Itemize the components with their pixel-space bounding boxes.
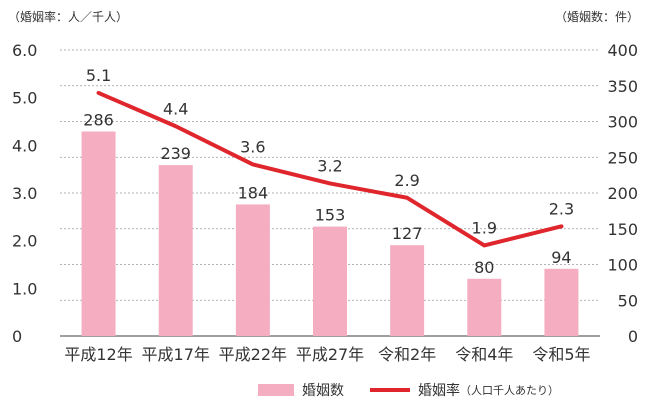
right-tick-label: 400 bbox=[607, 41, 638, 60]
x-tick-label: 平成27年 bbox=[296, 345, 364, 364]
bar-value-label: 127 bbox=[392, 224, 423, 243]
rate-value-label: 3.6 bbox=[240, 137, 265, 156]
right-tick-label: 50 bbox=[618, 291, 638, 310]
right-axis-ticks: 0 50 100 150 200 250 300 350 400 bbox=[607, 41, 638, 346]
right-tick-label: 100 bbox=[607, 256, 638, 275]
bar-3 bbox=[235, 204, 270, 336]
bar-value-label: 80 bbox=[474, 258, 494, 277]
bar-value-label: 239 bbox=[160, 144, 191, 163]
bar-value-label: 153 bbox=[315, 206, 346, 225]
x-tick-label: 令和2年 bbox=[378, 345, 436, 364]
bar-1 bbox=[81, 131, 116, 336]
left-tick-label: 6.0 bbox=[12, 41, 37, 60]
rate-value-label: 2.9 bbox=[394, 171, 419, 190]
legend-swatch-line bbox=[370, 388, 410, 392]
x-axis-ticks: 平成12年 平成17年 平成22年 平成27年 令和2年 令和4年 令和5年 bbox=[64, 345, 590, 364]
bar-4 bbox=[313, 226, 347, 336]
bar-value-label: 94 bbox=[551, 248, 571, 267]
x-tick-label: 令和4年 bbox=[455, 345, 513, 364]
rate-value-label: 1.9 bbox=[472, 218, 497, 237]
bar-value-label: 286 bbox=[83, 111, 114, 130]
bar-value-label: 184 bbox=[238, 183, 269, 202]
x-tick-label: 平成22年 bbox=[219, 345, 287, 364]
legend-item-bar: 婚姻数 bbox=[258, 380, 344, 400]
right-tick-label: 150 bbox=[607, 220, 638, 239]
right-tick-label: 250 bbox=[607, 148, 638, 167]
left-tick-label: 4.0 bbox=[12, 136, 37, 155]
line-series bbox=[96, 90, 564, 248]
x-tick-label: 平成17年 bbox=[142, 345, 210, 364]
bar-5 bbox=[390, 245, 425, 336]
bar-7 bbox=[544, 268, 579, 336]
left-tick-label: 1.0 bbox=[12, 279, 37, 298]
legend-swatch-bar bbox=[258, 384, 294, 396]
left-axis-ticks: 0 1.0 2.0 3.0 4.0 5.0 6.0 bbox=[12, 41, 37, 346]
legend-line-note: （人口千人あたり） bbox=[460, 384, 559, 397]
x-tick-label: 令和5年 bbox=[532, 345, 590, 364]
bar-6 bbox=[467, 278, 502, 336]
right-tick-label: 0 bbox=[628, 327, 638, 346]
legend-item-line: 婚姻率 （人口千人あたり） bbox=[370, 380, 559, 400]
rate-value-label: 3.2 bbox=[317, 156, 342, 175]
legend-bar-label: 婚姻数 bbox=[302, 383, 344, 399]
right-tick-label: 200 bbox=[607, 184, 638, 203]
left-tick-label: 3.0 bbox=[12, 184, 37, 203]
left-tick-label: 5.0 bbox=[12, 89, 37, 108]
left-tick-label: 2.0 bbox=[12, 232, 37, 251]
right-tick-label: 300 bbox=[607, 113, 638, 132]
rate-value-label: 2.3 bbox=[549, 199, 574, 218]
rate-value-label: 5.1 bbox=[86, 66, 111, 85]
rate-value-label: 4.4 bbox=[163, 99, 188, 118]
left-tick-label: 0 bbox=[12, 327, 22, 346]
bar-2 bbox=[158, 165, 193, 336]
grid-lines bbox=[60, 49, 600, 337]
legend: 婚姻数 婚姻率 （人口千人あたり） bbox=[258, 380, 585, 400]
data-labels: 286 239 184 153 127 80 94 5.1 4.4 3.6 3.2 2.9 1.9 2.3 bbox=[83, 66, 574, 277]
right-tick-label: 350 bbox=[607, 77, 638, 96]
x-tick-label: 平成12年 bbox=[64, 345, 132, 364]
right-axis-unit-label: （婚姻数：件） bbox=[554, 10, 639, 24]
legend-line-label: 婚姻率 bbox=[418, 383, 460, 399]
bar-series bbox=[81, 131, 579, 336]
left-axis-unit-label: （婚姻率：人／千人） bbox=[8, 10, 129, 24]
